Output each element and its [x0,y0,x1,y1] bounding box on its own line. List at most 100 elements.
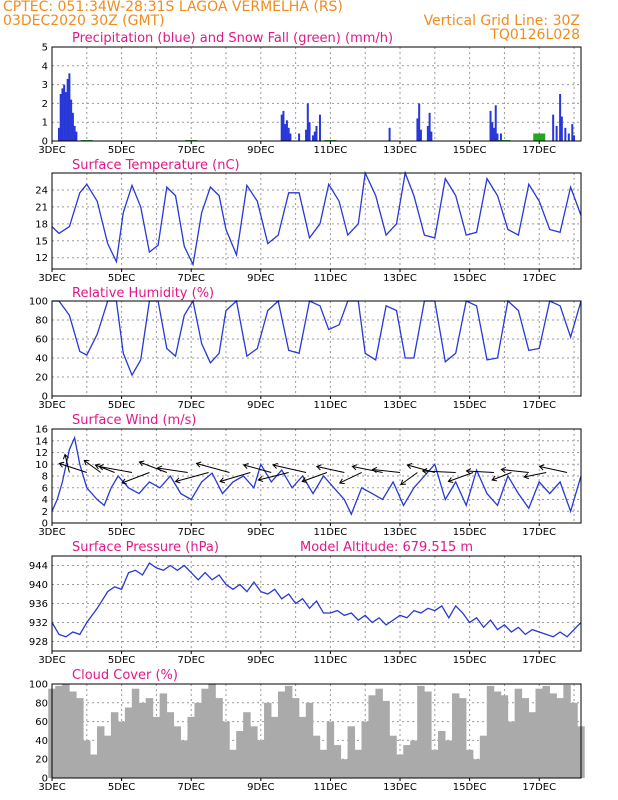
wind-ytick-label: 12 [35,448,48,459]
pressure-xtick-label: 3DEC [38,655,65,666]
cloud-bar [90,754,98,778]
wind-vector [175,471,209,482]
cloud-bar [124,707,133,778]
precip-bar [494,105,497,141]
precip-bar [287,127,290,141]
humidity-xtick-label: 13DEC [383,400,417,411]
cloud-xtick-label: 5DEC [108,782,135,793]
precip-bar [418,103,421,141]
wind-vector-head [351,464,358,471]
wind-xtick-label: 15DEC [453,527,487,538]
cloud-bar [277,691,286,778]
precip-bar [70,99,73,141]
cloud-bar [236,731,244,778]
cloud-bar [250,726,258,778]
pressure-xtick-label: 9DEC [247,655,274,666]
cloud-bar [55,685,63,778]
wind-vector-head [465,468,472,475]
humidity-title: Relative Humidity (%) [72,286,214,301]
precip-bar [315,125,318,141]
temp-xtick-label: 3DEC [38,273,65,284]
wind-vector-head [62,453,69,460]
precip-xtick-label: 15DEC [453,145,487,156]
cloud-bar [347,726,356,778]
temp-ytick-label: 21 [35,202,48,213]
precip-ytick-label: 0 [42,137,48,148]
wind-vector-head [138,460,145,467]
wind-vector-head [538,464,545,471]
precip-bar [560,116,563,141]
wind-vector-head [400,479,406,486]
cloud-bar [319,749,328,778]
wind-vector-head [301,477,308,484]
wind-xtick-label: 7DEC [178,527,205,538]
cloud-bar [458,698,467,778]
wind-vector [83,460,102,473]
precip-bar [306,103,309,141]
cloud-bar [507,721,516,778]
cloud-bar [243,712,251,778]
cloud-bar [298,716,307,778]
pressure-xtick-label: 13DEC [383,655,417,666]
wind-vector [59,462,87,473]
cloud-bar [445,740,453,778]
cloud-bar [493,691,502,778]
cloud-bar [535,688,543,778]
precip-bar [282,110,285,141]
precip-bar [573,135,576,141]
cloud-xtick-label: 7DEC [178,782,205,793]
precip-bar [298,133,301,141]
precip-bar [64,92,67,141]
wind-vector-head [447,477,454,484]
precip-bar [552,114,555,141]
pressure-annotation: Model Altitude: 679.515 m [300,540,473,555]
wind-vector-head [406,463,413,470]
header-line2-right: Vertical Grid Line: 30Z [423,13,580,29]
cloud-bar [451,693,460,778]
humidity-ytick-label: 40 [35,354,48,365]
wind-vector-head [523,473,530,480]
cloud-bar [514,688,523,778]
pressure-title: Surface Pressure (hPa) [72,540,219,555]
humidity-ytick-label: 100 [29,297,48,308]
cloud-bar [431,749,439,778]
precip-bar [308,122,311,141]
precip-bar [416,118,419,141]
wind-vector [258,471,289,481]
header-line1: CPTEC: 051:34W-28:31S LAGOA VERMELHA (RS… [3,0,343,15]
precip-bar [426,125,429,141]
wind-vector [466,470,495,473]
temp-frame [51,172,582,270]
cloud-bar [424,691,432,778]
wind-xtick-label: 9DEC [247,527,274,538]
cloud-bar [222,721,230,778]
precip-bar [428,112,431,141]
header-line3-right: TQ0126L028 [490,27,580,43]
precip-bar [63,84,66,141]
humidity-xtick-label: 11DEC [314,400,348,411]
wind-vector [539,465,568,473]
humidity-xtick-label: 5DEC [108,400,135,411]
precip-bar [388,127,391,141]
cloud-ytick-label: 40 [35,736,48,747]
precip-bar [496,133,499,141]
precip-bar [318,114,321,141]
precip-bar [284,124,287,141]
humidity-ytick-label: 0 [42,392,48,403]
cloud-bar [354,749,362,778]
cloud-ytick-label: 20 [35,755,48,766]
header-line2-left: 03DEC2020 30Z (GMT) [3,13,165,29]
wind-vector [448,472,474,482]
wind-ytick-label: 4 [42,495,48,506]
cloud-bar [152,716,161,778]
cloud-bar [201,688,209,778]
wind-vector-head [98,464,104,471]
cloud-bar [361,721,369,778]
humidity-ytick-label: 20 [35,373,48,384]
precip-bar [499,133,502,141]
pressure-xtick-label: 11DEC [314,655,348,666]
wind-vector-head [491,475,498,482]
pressure-xtick-label: 17DEC [522,655,556,666]
precip-bar [430,131,433,141]
precip-bar [564,127,567,141]
